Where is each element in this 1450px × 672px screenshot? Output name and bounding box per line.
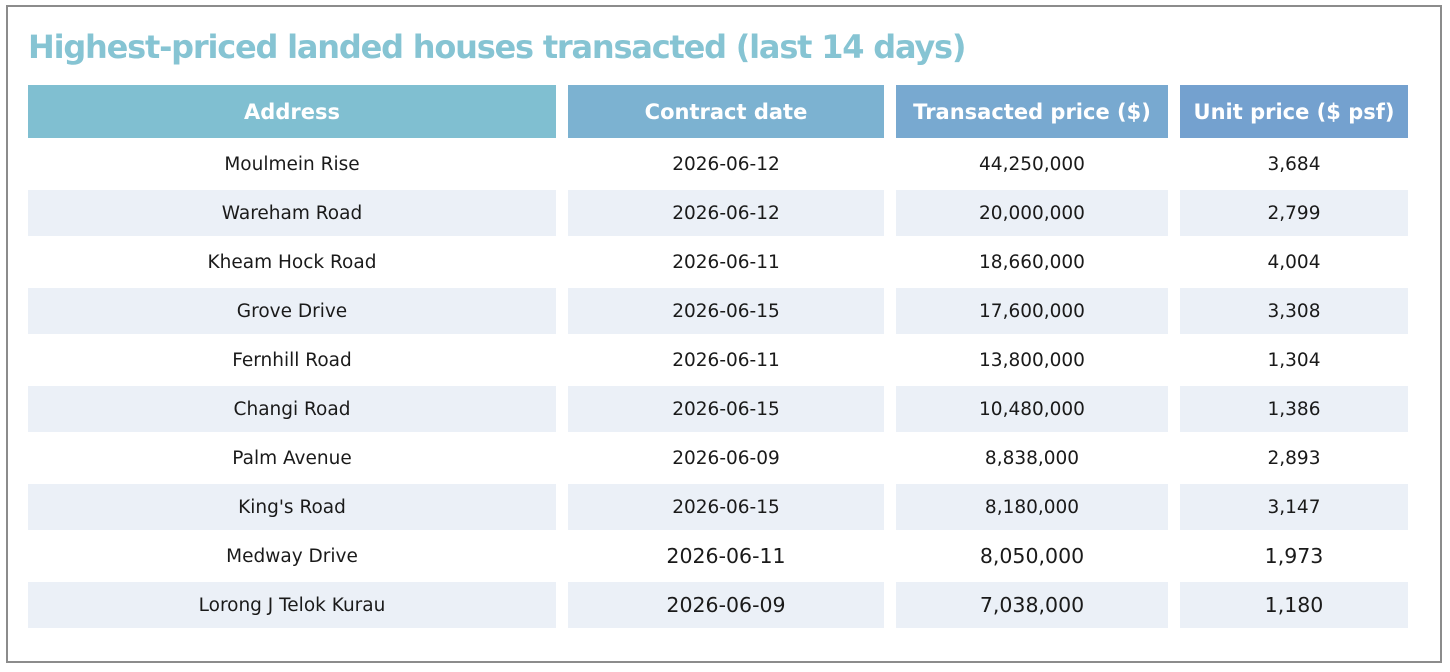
cell-address: Wareham Road: [28, 190, 556, 236]
cell-transacted-price: 8,050,000: [896, 533, 1168, 579]
cell-contract-date: 2026-06-11: [568, 337, 884, 383]
table-row: Changi Road 2026-06-15 10,480,000 1,386: [28, 386, 1408, 432]
column-header-contract-date: Contract date: [568, 85, 884, 138]
cell-transacted-price: 18,660,000: [896, 239, 1168, 285]
cell-contract-date: 2026-06-12: [568, 141, 884, 187]
cell-transacted-price: 10,480,000: [896, 386, 1168, 432]
cell-address: King's Road: [28, 484, 556, 530]
cell-address: Kheam Hock Road: [28, 239, 556, 285]
table-row: Kheam Hock Road 2026-06-11 18,660,000 4,…: [28, 239, 1408, 285]
cell-contract-date: 2026-06-15: [568, 288, 884, 334]
cell-unit-price: 3,684: [1180, 141, 1408, 187]
cell-unit-price: 1,304: [1180, 337, 1408, 383]
cell-contract-date: 2026-06-12: [568, 190, 884, 236]
cell-address: Palm Avenue: [28, 435, 556, 481]
cell-unit-price: 1,180: [1180, 582, 1408, 628]
cell-address: Grove Drive: [28, 288, 556, 334]
cell-contract-date: 2026-06-11: [568, 533, 884, 579]
cell-address: Fernhill Road: [28, 337, 556, 383]
cell-contract-date: 2026-06-15: [568, 386, 884, 432]
transactions-table: Address Contract date Transacted price (…: [16, 82, 1420, 631]
page-title: Highest-priced landed houses transacted …: [28, 28, 967, 66]
cell-contract-date: 2026-06-09: [568, 435, 884, 481]
table-row: Medway Drive 2026-06-11 8,050,000 1,973: [28, 533, 1408, 579]
cell-unit-price: 2,893: [1180, 435, 1408, 481]
cell-transacted-price: 8,180,000: [896, 484, 1168, 530]
table-row: Moulmein Rise 2026-06-12 44,250,000 3,68…: [28, 141, 1408, 187]
cell-contract-date: 2026-06-09: [568, 582, 884, 628]
table-header-row: Address Contract date Transacted price (…: [28, 85, 1408, 138]
cell-transacted-price: 44,250,000: [896, 141, 1168, 187]
cell-transacted-price: 13,800,000: [896, 337, 1168, 383]
cell-unit-price: 1,973: [1180, 533, 1408, 579]
cell-unit-price: 4,004: [1180, 239, 1408, 285]
cell-contract-date: 2026-06-15: [568, 484, 884, 530]
table-row: Grove Drive 2026-06-15 17,600,000 3,308: [28, 288, 1408, 334]
cell-unit-price: 2,799: [1180, 190, 1408, 236]
cell-unit-price: 3,147: [1180, 484, 1408, 530]
table-row: Palm Avenue 2026-06-09 8,838,000 2,893: [28, 435, 1408, 481]
table-row: Lorong J Telok Kurau 2026-06-09 7,038,00…: [28, 582, 1408, 628]
table-row: King's Road 2026-06-15 8,180,000 3,147: [28, 484, 1408, 530]
cell-unit-price: 3,308: [1180, 288, 1408, 334]
cell-address: Changi Road: [28, 386, 556, 432]
table-row: Fernhill Road 2026-06-11 13,800,000 1,30…: [28, 337, 1408, 383]
cell-contract-date: 2026-06-11: [568, 239, 884, 285]
cell-unit-price: 1,386: [1180, 386, 1408, 432]
cell-transacted-price: 17,600,000: [896, 288, 1168, 334]
cell-address: Moulmein Rise: [28, 141, 556, 187]
cell-transacted-price: 8,838,000: [896, 435, 1168, 481]
column-header-unit-price: Unit price ($ psf): [1180, 85, 1408, 138]
table-row: Wareham Road 2026-06-12 20,000,000 2,799: [28, 190, 1408, 236]
column-header-transacted-price: Transacted price ($): [896, 85, 1168, 138]
cell-transacted-price: 20,000,000: [896, 190, 1168, 236]
cell-transacted-price: 7,038,000: [896, 582, 1168, 628]
cell-address: Lorong J Telok Kurau: [28, 582, 556, 628]
column-header-address: Address: [28, 85, 556, 138]
cell-address: Medway Drive: [28, 533, 556, 579]
